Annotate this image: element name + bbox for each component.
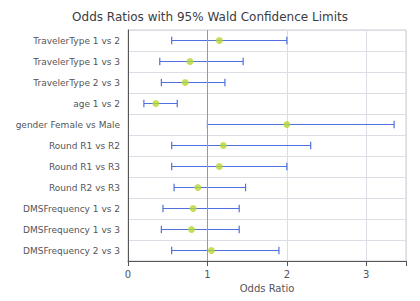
svg-text:Round R1 vs R2: Round R1 vs R2	[49, 141, 120, 151]
svg-text:DMSFrequency 1 vs 3: DMSFrequency 1 vs 3	[23, 225, 120, 235]
svg-text:3: 3	[363, 269, 369, 280]
svg-text:TravelerType 2 vs 3: TravelerType 2 vs 3	[32, 78, 120, 88]
svg-text:TravelerType 1 vs 3: TravelerType 1 vs 3	[32, 57, 120, 67]
svg-text:Round R2 vs R3: Round R2 vs R3	[49, 183, 120, 193]
svg-text:0: 0	[125, 269, 131, 280]
svg-text:TravelerType 1 vs 2: TravelerType 1 vs 2	[32, 36, 120, 46]
svg-text:Round R1 vs R3: Round R1 vs R3	[49, 162, 120, 172]
svg-text:Odds Ratios with 95% Wald Conf: Odds Ratios with 95% Wald Confidence Lim…	[72, 10, 348, 24]
svg-text:Odds Ratio: Odds Ratio	[240, 283, 295, 294]
svg-text:2: 2	[284, 269, 290, 280]
svg-text:DMSFrequency 1 vs 2: DMSFrequency 1 vs 2	[23, 204, 120, 214]
svg-text:DMSFrequency 2 vs 3: DMSFrequency 2 vs 3	[23, 246, 120, 256]
svg-text:age 1 vs 2: age 1 vs 2	[73, 99, 120, 109]
svg-text:gender Female vs Male: gender Female vs Male	[16, 120, 121, 130]
svg-text:1: 1	[204, 269, 210, 280]
